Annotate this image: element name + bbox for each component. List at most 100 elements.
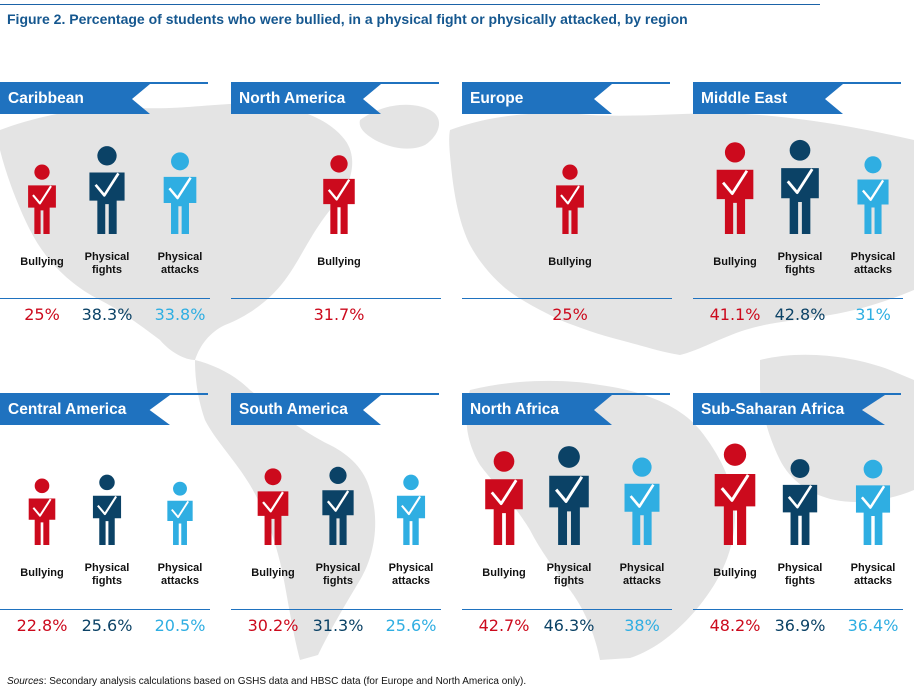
panel-sub-saharan-africa: Sub-Saharan Africa Bullying 48.2% Physical f… [693,393,903,693]
value-physical_attacks-south-america: 25.6% [386,616,437,635]
region-name-middle-east: Middle East [701,90,788,107]
panel-top-rule [231,393,439,395]
figure-physical_attacks-sub-saharan-africa [855,459,891,545]
label-physical_fights: Physical fights [778,251,823,276]
panel-central-america: Central America Bullying 22.8% Physical figh… [0,393,210,693]
pictograph-north-africa: Bullying 42.7% Physical fights 46.3% Physical… [479,446,664,635]
panel-divider [693,298,903,299]
value-bullying-north-africa: 42.7% [479,616,530,635]
label-physical_attacks: Physical attacks [851,562,896,587]
value-bullying-sub-saharan-africa: 48.2% [710,616,761,635]
figure-physical_fights-central-america [92,474,122,545]
figure-physical_fights-sub-saharan-africa [782,459,818,545]
panel-top-rule [462,393,670,395]
label-physical_fights: Physical fights [85,562,130,587]
panel-south-america: South America Bullying 30.2% Physical fights… [231,393,441,693]
value-bullying-south-america: 30.2% [248,616,299,635]
region-banner [462,84,612,114]
label-physical_fights: Physical fights [778,562,823,587]
region-name-south-america: South America [239,401,348,418]
region-name-central-america: Central America [8,401,127,418]
panel-divider [231,298,441,299]
region-name-sub-saharan-africa: Sub-Saharan Africa [701,401,845,418]
value-physical_fights-middle-east: 42.8% [775,305,826,324]
figure-physical_attacks-caribbean [163,152,197,234]
figure-bullying-caribbean [28,164,56,234]
panel-divider [462,609,672,610]
region-banner [231,84,381,114]
pictograph-middle-east: Bullying 41.1% Physical fights 42.8% Physical… [710,139,896,324]
label-physical_fights: Physical fights [547,562,592,587]
figure-bullying-europe [556,164,584,234]
region-banner [693,84,843,114]
label-bullying: Bullying [317,256,360,268]
figure-bullying-sub-saharan-africa [714,443,756,545]
panel-top-rule [693,82,901,84]
figure-physical_attacks-middle-east [857,156,889,234]
value-bullying-middle-east: 41.1% [710,305,761,324]
value-bullying-europe: 25% [552,305,588,324]
pictograph-north-america: Bullying 31.7% [314,155,365,324]
value-physical_attacks-sub-saharan-africa: 36.4% [848,616,899,635]
footnote-text: : Secondary analysis calculations based … [43,676,527,687]
panel-top-rule [0,82,208,84]
label-bullying: Bullying [482,567,525,579]
pictograph-sub-saharan-africa: Bullying 48.2% Physical fights 36.9% Physical… [710,443,899,635]
pictograph-south-america: Bullying 30.2% Physical fights 31.3% Physical… [248,466,437,635]
value-physical_fights-north-africa: 46.3% [544,616,595,635]
panel-europe: Europe Bullying 25% [462,82,672,382]
panel-divider [231,609,441,610]
label-bullying: Bullying [548,256,591,268]
figure-physical_fights-caribbean [89,146,125,234]
panel-top-rule [0,393,208,395]
region-banner [0,395,170,425]
region-banner [231,395,381,425]
label-physical_attacks: Physical attacks [851,251,896,276]
value-bullying-north-america: 31.7% [314,305,365,324]
label-physical_attacks: Physical attacks [158,562,203,587]
panel-divider [0,298,210,299]
label-bullying: Bullying [251,567,294,579]
label-bullying: Bullying [20,567,63,579]
panel-top-rule [693,393,901,395]
figure-physical_attacks-central-america [167,481,193,545]
pictograph-europe: Bullying 25% [548,164,592,324]
region-banner [693,395,885,425]
pictograph-central-america: Bullying 22.8% Physical fights 25.6% Physical… [17,474,206,635]
value-physical_fights-south-america: 31.3% [313,616,364,635]
value-physical_attacks-middle-east: 31% [855,305,891,324]
label-physical_fights: Physical fights [316,562,361,587]
label-bullying: Bullying [713,567,756,579]
region-banner [0,84,150,114]
figure-bullying-south-america [257,468,289,545]
figure-physical_attacks-north-africa [624,457,660,545]
region-name-caribbean: Caribbean [8,90,84,107]
panel-top-rule [231,82,439,84]
region-name-europe: Europe [470,90,524,107]
panel-top-rule [462,82,670,84]
footnote-lead: Sources [7,676,44,687]
label-physical_attacks: Physical attacks [158,251,203,276]
value-physical_attacks-caribbean: 33.8% [155,305,206,324]
value-physical_attacks-central-america: 20.5% [155,616,206,635]
panel-north-africa: North Africa Bullying 42.7% Physical fights 4… [462,393,672,693]
value-bullying-central-america: 22.8% [17,616,68,635]
label-physical_attacks: Physical attacks [389,562,434,587]
label-physical_fights: Physical fights [85,251,130,276]
figure-bullying-central-america [28,478,56,545]
figure-physical_fights-middle-east [781,139,819,234]
region-name-north-america: North America [239,90,346,107]
value-bullying-caribbean: 25% [24,305,60,324]
panel-north-america: North America Bullying 31.7% [231,82,441,382]
figure-title: Figure 2. Percentage of students who wer… [7,11,688,27]
panel-divider [0,609,210,610]
label-bullying: Bullying [20,256,63,268]
panel-caribbean: Caribbean Bullying 25% Physical fights 38.3% P… [0,82,210,382]
panel-middle-east: Middle East Bullying 41.1% Physical fights 42… [693,82,903,382]
panel-divider [693,609,903,610]
figure-physical_attacks-south-america [396,474,426,545]
value-physical_attacks-north-africa: 38% [624,616,660,635]
figure-bullying-middle-east [716,142,754,234]
panel-divider [462,298,672,299]
pictograph-caribbean: Bullying 25% Physical fights 38.3% Physical at… [20,146,206,324]
